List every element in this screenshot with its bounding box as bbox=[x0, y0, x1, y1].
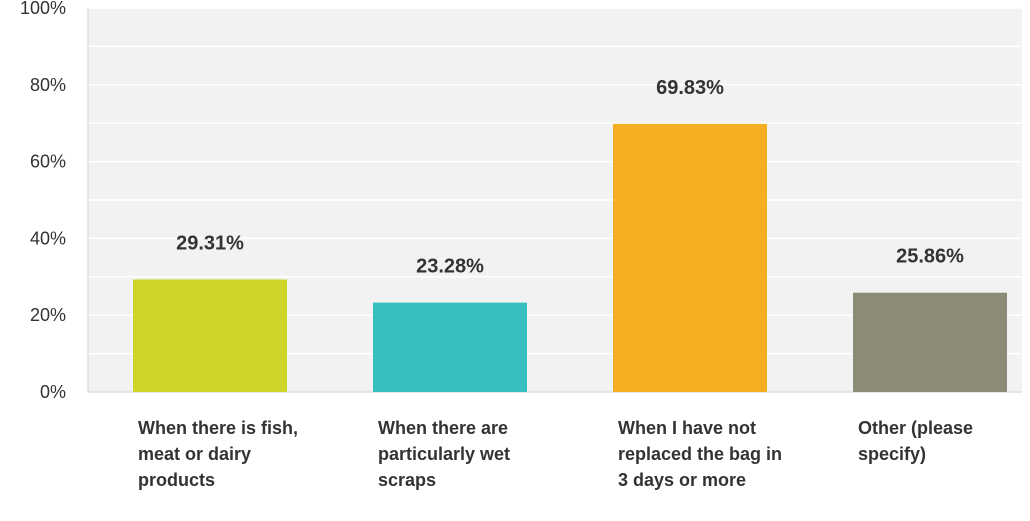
data-label: 23.28% bbox=[416, 256, 484, 278]
x-category-label: When there are particularly wet scraps bbox=[378, 418, 511, 490]
data-label: 29.31% bbox=[176, 232, 244, 254]
x-category-label: Other (please specify) bbox=[858, 418, 974, 464]
y-tick-label: 40% bbox=[30, 228, 66, 248]
data-label: 69.83% bbox=[656, 77, 724, 99]
bar bbox=[613, 123, 767, 393]
y-tick-label: 60% bbox=[30, 152, 66, 172]
bar bbox=[373, 302, 527, 392]
x-category-label: When there is fish, meat or dairy produc… bbox=[138, 418, 299, 490]
y-tick-label: 0% bbox=[40, 382, 66, 402]
bar bbox=[133, 279, 287, 392]
y-tick-label: 80% bbox=[30, 75, 66, 95]
bar bbox=[853, 292, 1007, 392]
x-category-label: When I have not replaced the bag in 3 da… bbox=[618, 418, 783, 490]
y-tick-label: 100% bbox=[20, 0, 66, 18]
y-tick-label: 20% bbox=[30, 305, 66, 325]
data-label: 25.86% bbox=[896, 246, 964, 268]
